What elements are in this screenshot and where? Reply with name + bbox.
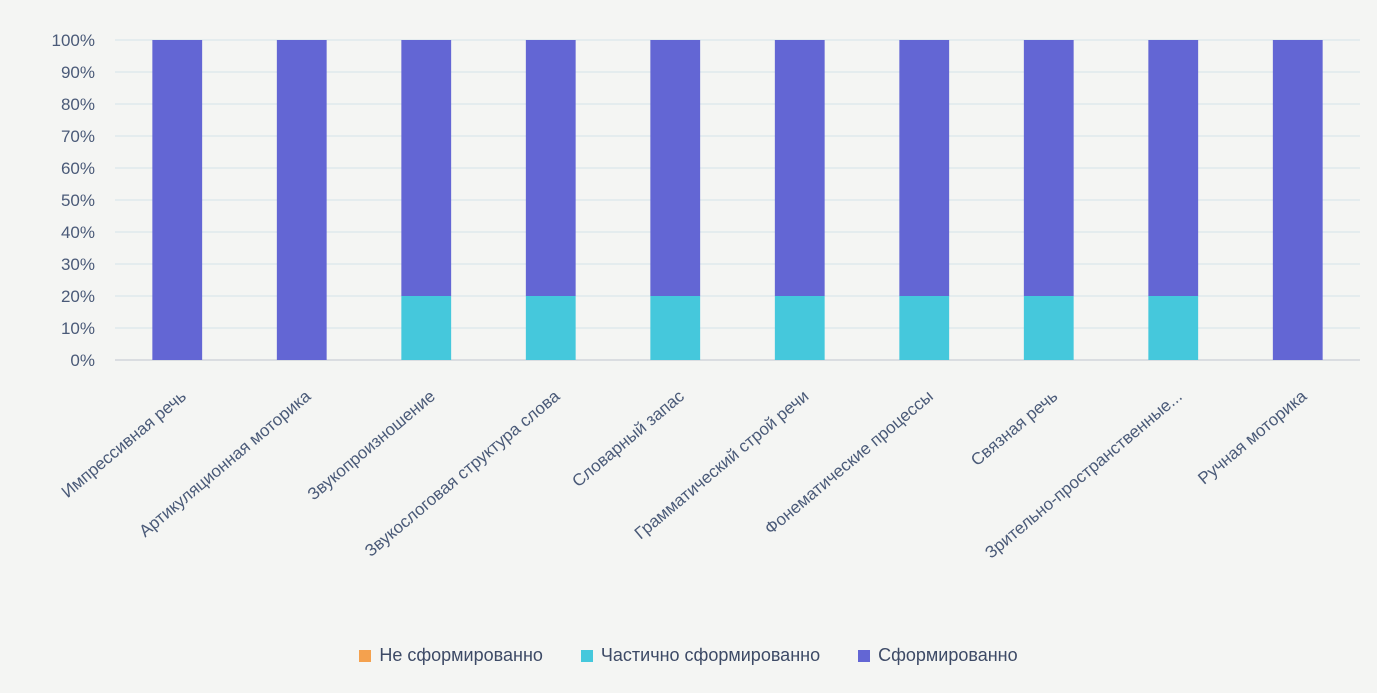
bar-segment — [525, 296, 576, 360]
bar-segment — [774, 296, 825, 360]
bar-segment — [899, 296, 950, 360]
y-tick-label: 10% — [61, 319, 95, 338]
x-category-label: Импрессивная речь — [58, 386, 190, 501]
bar-segment — [276, 40, 327, 360]
y-tick-label: 90% — [61, 63, 95, 82]
bar-segment — [401, 40, 452, 296]
legend-item-partially-formed: Частично сформированно — [580, 645, 821, 666]
y-tick-label: 30% — [61, 255, 95, 274]
bar-segment — [1023, 296, 1074, 360]
bar-segment — [152, 40, 203, 360]
bar-segment — [774, 40, 825, 296]
y-tick-label: 80% — [61, 95, 95, 114]
legend-label-formed: Сформированно — [878, 645, 1018, 665]
bar-segment — [1272, 40, 1323, 360]
x-category-label: Словарный запас — [568, 386, 688, 491]
legend-swatch-partially-formed — [580, 649, 593, 662]
y-tick-label: 70% — [61, 127, 95, 146]
y-tick-label: 60% — [61, 159, 95, 178]
bar-segment — [650, 296, 701, 360]
bar-segment — [525, 40, 576, 296]
x-category-label: Звукопроизношение — [304, 387, 439, 505]
x-category-label: Звукослоговая структура слова — [361, 386, 564, 560]
y-tick-label: 20% — [61, 287, 95, 306]
legend-item-formed: Сформированно — [858, 645, 1018, 666]
y-tick-label: 50% — [61, 191, 95, 210]
x-category-label: Зрительно-пространственные... — [981, 387, 1185, 563]
bar-segment — [899, 40, 950, 296]
y-tick-label: 0% — [70, 351, 95, 370]
legend-label-not-formed: Не сформированно — [379, 645, 543, 665]
bar-segment — [1148, 40, 1199, 296]
bar-segment — [401, 296, 452, 360]
y-tick-label: 40% — [61, 223, 95, 242]
legend-swatch-not-formed — [359, 649, 372, 662]
legend-swatch-formed — [858, 649, 871, 662]
x-category-label: Ручная моторика — [1194, 386, 1310, 488]
bar-segment — [1023, 40, 1074, 296]
y-tick-label: 100% — [52, 31, 95, 50]
legend-item-not-formed: Не сформированно — [359, 645, 543, 666]
x-category-label: Связная речь — [967, 386, 1061, 469]
legend: Не сформированно Частично сформированно … — [0, 645, 1377, 666]
bar-segment — [650, 40, 701, 296]
bar-segment — [1148, 296, 1199, 360]
legend-label-partially-formed: Частично сформированно — [600, 645, 821, 665]
chart-plot: 0% 10% 20% 30% 40% 50% 60% 70% 80% 90% 100% Импресс… — [52, 31, 1360, 563]
